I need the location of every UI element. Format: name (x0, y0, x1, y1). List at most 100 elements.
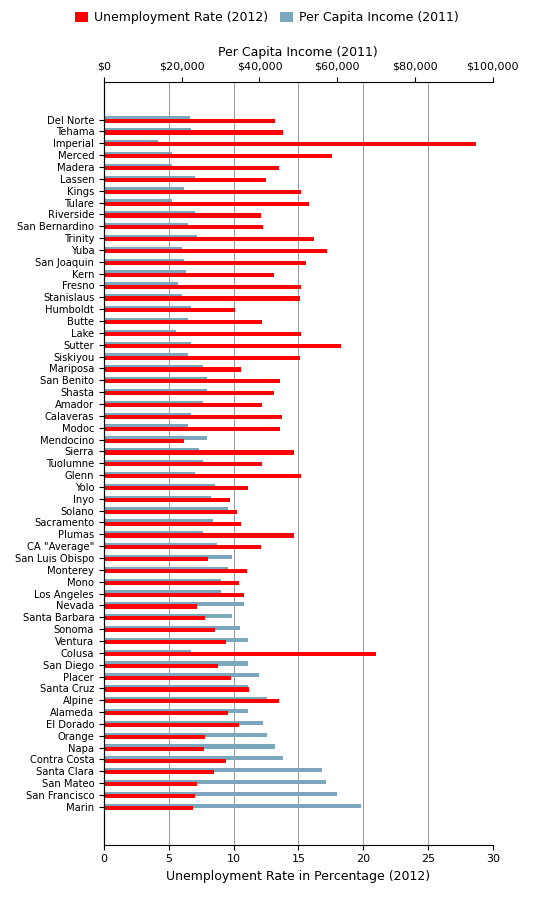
Bar (104, 377, 207, 382)
Bar (104, 756, 283, 761)
Bar (104, 675, 231, 680)
Bar (104, 389, 207, 393)
Bar (104, 344, 341, 348)
Bar (104, 365, 203, 369)
Bar (104, 367, 241, 372)
Bar (104, 507, 229, 512)
Bar (104, 522, 241, 525)
Bar (104, 685, 248, 690)
Bar (104, 746, 204, 751)
Bar (104, 652, 376, 656)
Bar (104, 214, 261, 217)
Bar (104, 178, 266, 182)
Bar (104, 474, 301, 479)
Bar (104, 697, 267, 701)
Bar (104, 415, 281, 419)
Bar (104, 189, 301, 194)
Bar (104, 603, 244, 606)
Bar (104, 687, 249, 691)
Bar (104, 259, 184, 263)
Bar (104, 154, 332, 158)
Bar (104, 649, 192, 654)
Bar (104, 519, 213, 524)
Bar (104, 225, 263, 229)
Bar (104, 448, 199, 453)
Bar (104, 569, 247, 573)
Bar (104, 616, 205, 621)
Bar (104, 557, 208, 561)
Bar (104, 533, 294, 538)
Bar (104, 425, 187, 428)
Bar (104, 285, 301, 288)
Bar (104, 806, 193, 810)
Bar (104, 711, 229, 715)
Bar (104, 721, 263, 725)
Bar (104, 629, 215, 632)
Bar (104, 308, 235, 313)
Bar (104, 640, 226, 644)
Bar (104, 674, 260, 677)
Bar (104, 249, 327, 253)
Bar (104, 471, 195, 476)
Bar (104, 318, 187, 322)
Bar (104, 662, 248, 665)
Bar (104, 427, 280, 431)
Bar (104, 581, 239, 585)
Bar (104, 211, 195, 216)
Bar (104, 664, 218, 668)
Bar (104, 163, 172, 168)
Bar (104, 497, 230, 502)
Bar (104, 379, 280, 383)
Bar (104, 247, 182, 251)
Bar (104, 638, 248, 642)
Bar (104, 117, 190, 120)
Bar (104, 804, 360, 808)
Bar (104, 436, 207, 440)
Bar (104, 735, 205, 739)
Bar (104, 744, 275, 749)
Bar (104, 709, 248, 713)
Bar (104, 759, 226, 762)
Bar (104, 486, 248, 490)
Bar (104, 403, 262, 407)
Bar (104, 128, 192, 132)
Bar (104, 590, 221, 594)
Bar (104, 270, 186, 275)
Bar (104, 130, 283, 135)
Bar (104, 201, 309, 206)
Bar (104, 296, 300, 301)
Bar (104, 237, 314, 242)
Bar (104, 392, 274, 395)
Bar (104, 332, 301, 336)
Bar (104, 768, 321, 772)
Bar (104, 235, 197, 239)
Bar (104, 460, 203, 464)
Bar (104, 733, 267, 736)
Bar (104, 119, 275, 123)
Legend: Unemployment Rate (2012), Per Capita Income (2011): Unemployment Rate (2012), Per Capita Inc… (70, 6, 464, 30)
Bar (104, 462, 262, 466)
Bar (104, 176, 195, 180)
Bar (104, 792, 337, 796)
Bar (104, 626, 240, 630)
Bar (104, 320, 262, 324)
Bar (104, 700, 279, 703)
Bar (104, 223, 187, 227)
Bar (104, 484, 215, 488)
Bar (104, 354, 187, 357)
Bar (104, 578, 221, 583)
Bar (104, 604, 197, 609)
Bar (104, 273, 274, 277)
Bar (104, 780, 326, 784)
Bar (104, 401, 203, 405)
Bar (104, 199, 172, 204)
Bar (104, 510, 238, 514)
Bar (104, 260, 306, 265)
Bar (104, 140, 159, 145)
Bar (104, 412, 192, 417)
Bar (104, 330, 176, 334)
Bar (104, 496, 211, 499)
Bar (104, 356, 300, 360)
X-axis label: Per Capita Income (2011): Per Capita Income (2011) (218, 47, 378, 59)
Bar (104, 143, 476, 146)
